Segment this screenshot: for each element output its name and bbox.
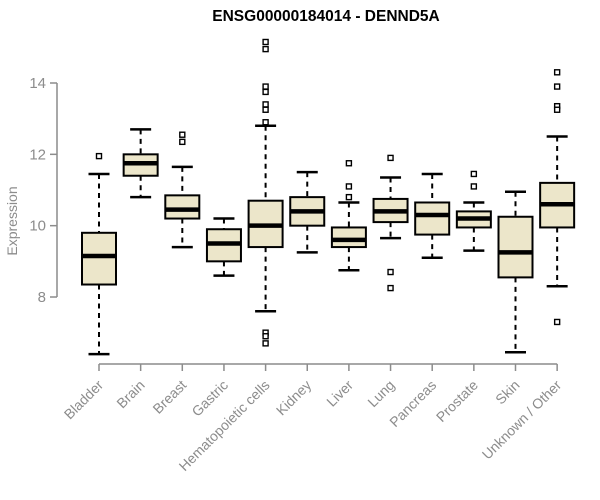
y-tick-label: 10 [29,218,46,235]
box-unknown-other [539,69,576,326]
outlier-point [553,318,561,326]
x-tick-label-bladder: Bladder [61,377,107,423]
y-axis-label: Expression [4,186,20,255]
outlier-point [387,284,394,292]
iqr-box [81,231,117,286]
x-tick-label-breast: Breast [149,377,189,417]
y-tick-label: 14 [29,75,46,92]
box-bladder [81,152,117,356]
x-tick-label-skin: Skin [492,377,523,408]
outlier-point [345,193,353,201]
x-tick-label-unknown-other: Unknown / Other [479,377,565,463]
box-gastric [205,217,242,277]
outlier-point [387,268,394,276]
outlier-point [345,160,353,167]
x-tick-label-liver: Liver [323,377,356,410]
x-tick-label-lung: Lung [364,377,397,410]
iqr-box [414,201,451,236]
iqr-box [330,226,367,249]
outlier-point [262,38,269,46]
y-tick-label: 12 [29,146,46,163]
plot-area: 8 10 12 14 Bladder Brain BreastGastricHematopo… [29,38,576,474]
box-hematopoietic-cells [247,38,284,347]
outlier-point [95,152,103,160]
outlier-point [179,138,186,146]
outlier-point [262,106,269,113]
outlier-point [262,45,269,53]
x-tick-label-brain: Brain [113,377,147,411]
outlier-point [553,69,561,76]
outlier-point [345,183,353,190]
box-kidney [289,170,326,254]
y-axis: 8 10 12 14 [29,75,58,306]
outlier-point [262,119,269,126]
iqr-box [164,194,201,220]
outlier-point [262,101,269,108]
y-tick-label: 8 [38,289,46,306]
box-skin [497,190,534,354]
outlier-point [262,340,269,347]
outlier-point [262,83,269,90]
outlier-point [387,154,394,162]
box-pancreas [414,172,451,260]
box-liver [330,160,367,272]
iqr-box [497,215,534,279]
outlier-point [470,183,478,190]
x-tick-label-prostate: Prostate [433,377,481,425]
chart-title: ENSG00000184014 - DENND5A [212,8,439,25]
box-prostate [455,170,492,252]
outlier-point [262,88,269,96]
box-brain [122,128,159,199]
outlier-point [470,170,478,178]
outlier-point [553,106,561,113]
x-tick-label-kidney: Kidney [273,377,315,419]
outlier-point [262,333,269,340]
outlier-point [179,131,186,138]
box-lung [372,154,409,292]
outlier-point [553,83,561,90]
box-breast [164,131,201,249]
